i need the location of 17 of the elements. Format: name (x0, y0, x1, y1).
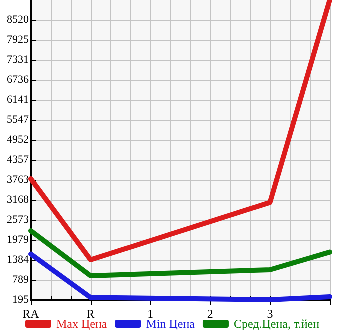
y-tick-label: 1384 (7, 254, 30, 266)
y-tick-label: 1979 (7, 234, 30, 246)
y-tick-label: 5547 (7, 114, 30, 126)
x-tick-label: RA (22, 307, 40, 321)
y-tick-label: 4357 (7, 154, 30, 166)
x-tick-label: 2 (207, 307, 214, 321)
y-tick-label: 7925 (7, 34, 30, 46)
y-tick-label: 7331 (7, 54, 29, 66)
y-tick-label: 195 (12, 294, 30, 306)
y-tick-label: 4952 (7, 134, 29, 146)
y-tick-label: 6141 (7, 94, 29, 106)
y-tick-label: 3168 (7, 194, 30, 206)
y-tick-label: 789 (12, 274, 30, 286)
y-tick-label: 6736 (7, 74, 30, 86)
y-tick-label: 8520 (7, 14, 30, 26)
y-tick-label: 2573 (7, 214, 30, 226)
y-tick-label: 3763 (7, 174, 30, 186)
